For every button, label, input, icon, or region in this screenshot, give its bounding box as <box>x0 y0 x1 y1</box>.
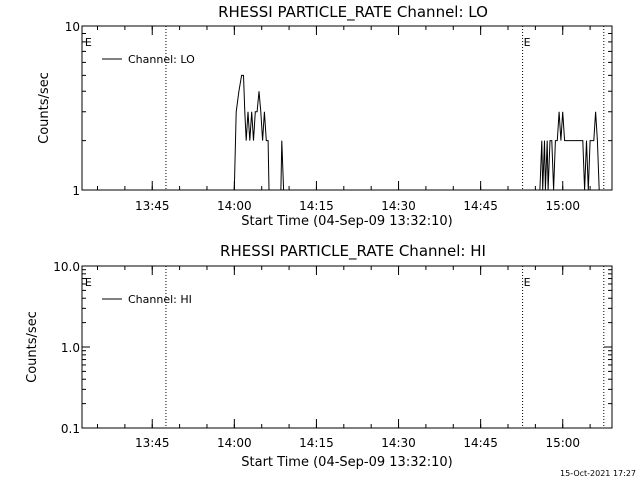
x-tick-label: 15:00 <box>545 199 580 213</box>
event-marker: E <box>524 36 531 49</box>
legend-entry: Channel: LO <box>128 53 195 66</box>
series-line <box>539 111 600 191</box>
x-tick-label: 14:15 <box>299 199 334 213</box>
x-tick-label: 14:30 <box>381 199 416 213</box>
x-tick-label: 15:00 <box>545 436 580 450</box>
chart-title: RHESSI PARTICLE_RATE Channel: LO <box>218 3 488 22</box>
x-tick-label: 14:00 <box>217 199 252 213</box>
x-tick-label: 14:15 <box>299 436 334 450</box>
x-tick-label: 13:45 <box>135 199 170 213</box>
y-tick-label: 0.1 <box>61 422 80 436</box>
x-axis-label: Start Time (04-Sep-09 13:32:10) <box>241 455 452 470</box>
x-tick-label: 14:45 <box>463 199 498 213</box>
panel-lo: RHESSI PARTICLE_RATE Channel: LO 13:45 14:… <box>37 3 613 229</box>
series-line <box>280 140 285 191</box>
y-axis-label: Counts/sec <box>37 72 52 144</box>
y-tick-label: 10 <box>65 20 80 34</box>
event-marker: E <box>85 276 92 289</box>
series-line <box>233 74 270 191</box>
y-tick-label: 1 <box>72 184 80 198</box>
x-tick-label: 14:45 <box>463 436 498 450</box>
panel-hi: RHESSI PARTICLE_RATE Channel: HI 13:45 14:… <box>25 242 613 470</box>
plot-frame <box>81 25 613 191</box>
x-tick-label: 13:45 <box>135 436 170 450</box>
x-axis-label: Start Time (04-Sep-09 13:32:10) <box>241 214 452 229</box>
chart-title: RHESSI PARTICLE_RATE Channel: HI <box>220 242 486 261</box>
y-tick-label: 10.0 <box>53 260 80 274</box>
x-tick-label: 14:30 <box>381 436 416 450</box>
event-marker: E <box>524 276 531 289</box>
y-axis-label: Counts/sec <box>25 311 40 383</box>
plot-frame <box>81 265 613 429</box>
footer-timestamp: 15-Oct-2021 17:27 <box>560 469 636 478</box>
event-marker: E <box>85 36 92 49</box>
legend-entry: Channel: HI <box>128 293 192 306</box>
y-tick-label: 1.0 <box>61 341 80 355</box>
x-tick-label: 14:00 <box>217 436 252 450</box>
